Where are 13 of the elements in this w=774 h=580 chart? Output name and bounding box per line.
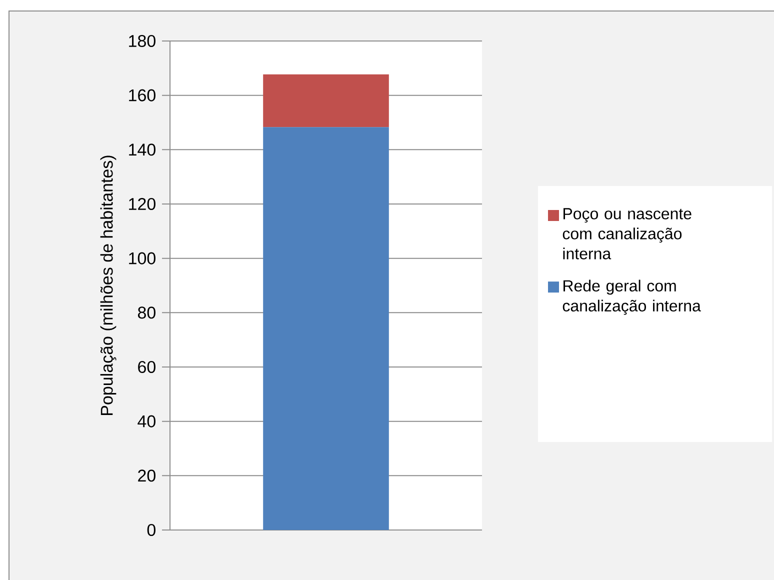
y-tick-label: 100 bbox=[129, 252, 156, 264]
y-tick-label: 40 bbox=[138, 415, 156, 428]
y-tick-label: 180 bbox=[129, 34, 156, 48]
y-tick-label: 60 bbox=[138, 360, 156, 374]
y-tick-label: 160 bbox=[129, 89, 156, 102]
legend-label: Rede geral com canalização interna bbox=[562, 280, 701, 315]
y-axis-title: População (milhões de habitantes) bbox=[100, 156, 116, 415]
legend-label: Poço ou nascente com canalização interna bbox=[562, 208, 692, 260]
y-tick-label: 120 bbox=[129, 198, 156, 210]
y-tick-label: 0 bbox=[147, 524, 156, 536]
y-tick-label: 80 bbox=[138, 306, 156, 319]
y-tick-label: 20 bbox=[138, 470, 156, 482]
y-tick-label: 140 bbox=[129, 144, 156, 156]
